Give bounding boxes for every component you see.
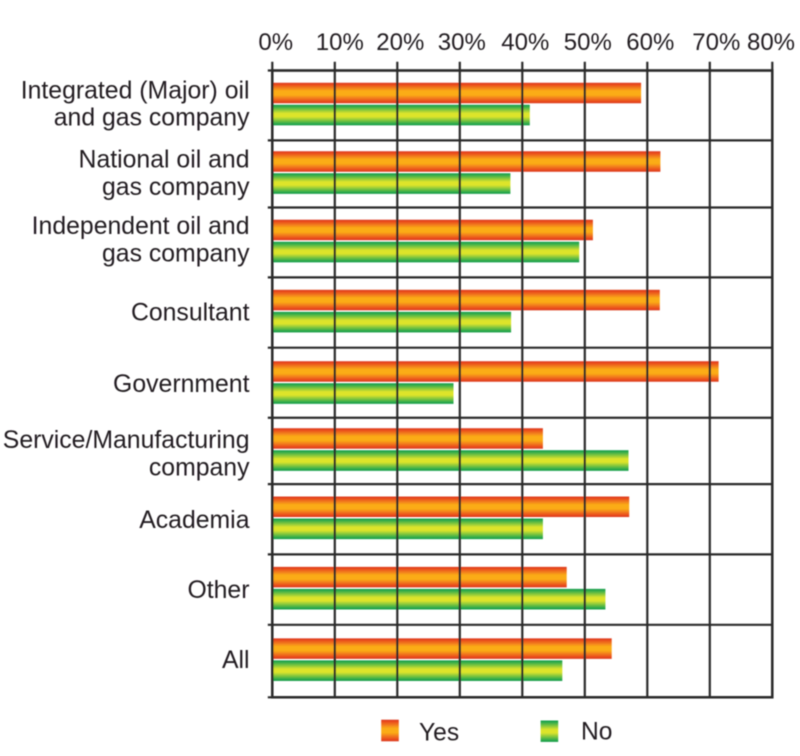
- svg-text:0%: 0%: [258, 29, 293, 56]
- svg-text:Other: Other: [187, 577, 249, 604]
- svg-text:No: No: [581, 719, 612, 746]
- svg-text:40%: 40%: [501, 29, 549, 56]
- svg-text:Service/Manufacturing: Service/Manufacturing: [3, 427, 250, 454]
- svg-text:30%: 30%: [438, 29, 486, 56]
- svg-text:Integrated (Major) oil: Integrated (Major) oil: [21, 78, 250, 105]
- svg-text:gas company: gas company: [102, 174, 250, 201]
- svg-text:Independent oil and: Independent oil and: [32, 213, 250, 240]
- svg-text:60%: 60%: [626, 29, 674, 56]
- svg-text:Consultant: Consultant: [131, 299, 250, 326]
- svg-text:70%: 70%: [692, 29, 740, 56]
- svg-text:National oil and: National oil and: [79, 147, 250, 174]
- svg-text:and gas company: and gas company: [54, 105, 250, 132]
- svg-text:50%: 50%: [564, 29, 612, 56]
- svg-text:gas company: gas company: [102, 240, 250, 267]
- svg-text:80%: 80%: [747, 29, 795, 56]
- svg-text:Academia: Academia: [139, 507, 249, 534]
- svg-text:10%: 10%: [316, 29, 364, 56]
- svg-text:Government: Government: [113, 371, 250, 398]
- svg-text:All: All: [222, 647, 250, 674]
- svg-text:20%: 20%: [376, 29, 424, 56]
- svg-text:Yes: Yes: [419, 719, 459, 746]
- svg-text:company: company: [149, 454, 250, 481]
